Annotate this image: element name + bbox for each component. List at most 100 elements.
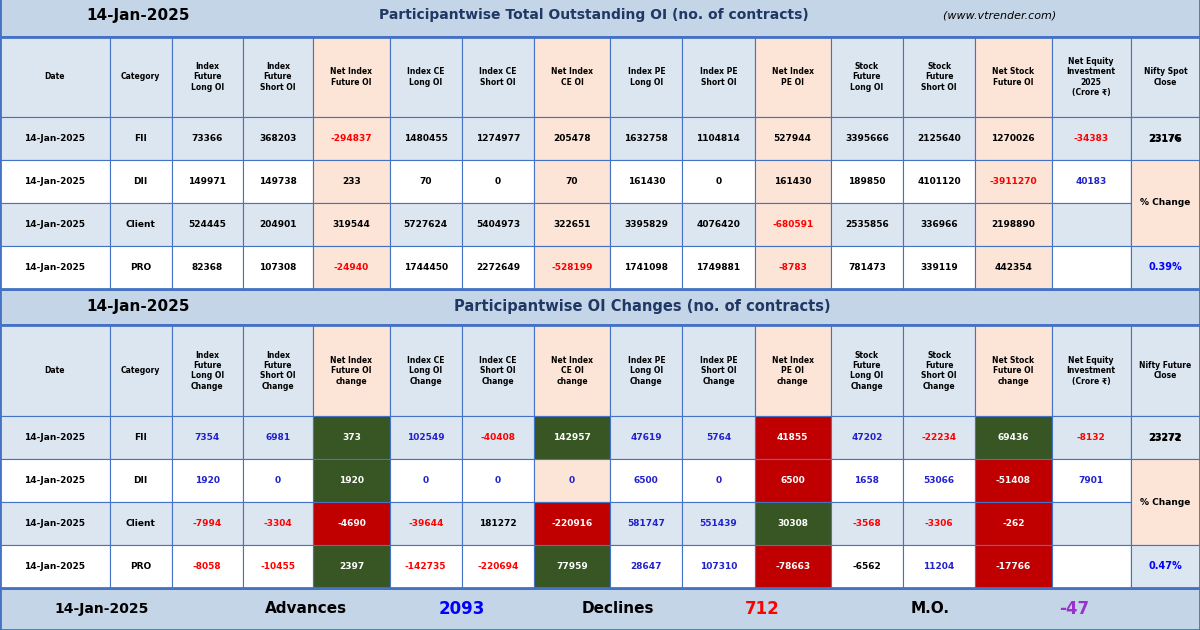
Text: 3395666: 3395666 bbox=[845, 134, 889, 143]
Text: Index PE
Short OI
Change: Index PE Short OI Change bbox=[700, 356, 737, 386]
Bar bbox=[0, 246, 109, 289]
Bar bbox=[0, 325, 109, 416]
Text: Index PE
Long OI
Change: Index PE Long OI Change bbox=[628, 356, 665, 386]
Text: -34383: -34383 bbox=[1074, 134, 1109, 143]
Bar bbox=[462, 160, 534, 203]
Text: 527944: 527944 bbox=[774, 134, 811, 143]
Text: % Change: % Change bbox=[1140, 198, 1190, 207]
Bar bbox=[242, 117, 313, 160]
Text: Index CE
Long OI: Index CE Long OI bbox=[407, 67, 444, 86]
Bar bbox=[1051, 502, 1130, 545]
Text: Index PE
Long OI: Index PE Long OI bbox=[628, 67, 665, 86]
Bar bbox=[755, 459, 830, 502]
Bar bbox=[172, 545, 242, 588]
Bar bbox=[390, 160, 462, 203]
Bar bbox=[904, 502, 976, 545]
Bar bbox=[976, 416, 1051, 459]
Text: -142735: -142735 bbox=[404, 562, 446, 571]
Text: -51408: -51408 bbox=[996, 476, 1031, 485]
Text: 581747: 581747 bbox=[628, 519, 665, 528]
Bar bbox=[534, 545, 611, 588]
Text: 6500: 6500 bbox=[634, 476, 659, 485]
Bar bbox=[755, 246, 830, 289]
Bar bbox=[830, 545, 904, 588]
Bar bbox=[0, 325, 1200, 588]
Text: 14-Jan-2025: 14-Jan-2025 bbox=[24, 177, 85, 186]
Bar bbox=[830, 37, 904, 117]
Text: Category: Category bbox=[121, 366, 161, 375]
Bar bbox=[683, 502, 755, 545]
Text: Advances: Advances bbox=[265, 602, 347, 616]
Text: 336966: 336966 bbox=[920, 220, 958, 229]
Bar bbox=[0, 588, 1200, 630]
Bar bbox=[1130, 160, 1200, 246]
Text: -3911270: -3911270 bbox=[990, 177, 1037, 186]
Bar bbox=[1130, 246, 1200, 289]
Text: 0: 0 bbox=[494, 177, 500, 186]
Text: 233: 233 bbox=[342, 177, 361, 186]
Bar bbox=[683, 459, 755, 502]
Bar bbox=[462, 203, 534, 246]
Text: 2093: 2093 bbox=[439, 600, 485, 618]
Text: -78663: -78663 bbox=[775, 562, 810, 571]
Text: 70: 70 bbox=[566, 177, 578, 186]
Text: Stock
Future
Short OI: Stock Future Short OI bbox=[922, 62, 956, 92]
Bar bbox=[313, 117, 390, 160]
Text: 2198890: 2198890 bbox=[991, 220, 1036, 229]
Bar bbox=[390, 246, 462, 289]
Bar bbox=[683, 246, 755, 289]
Bar bbox=[904, 117, 976, 160]
Bar bbox=[534, 160, 611, 203]
Text: Participantwise OI Changes (no. of contracts): Participantwise OI Changes (no. of contr… bbox=[454, 299, 830, 314]
Bar bbox=[1051, 203, 1130, 246]
Bar bbox=[313, 37, 390, 117]
Bar bbox=[0, 37, 1200, 289]
Bar bbox=[313, 246, 390, 289]
Bar bbox=[390, 545, 462, 588]
Bar bbox=[976, 502, 1051, 545]
Bar bbox=[313, 325, 390, 416]
Text: 14-Jan-2025: 14-Jan-2025 bbox=[86, 8, 190, 23]
Bar bbox=[242, 502, 313, 545]
Bar bbox=[611, 117, 683, 160]
Bar bbox=[1130, 545, 1200, 588]
Bar bbox=[1130, 545, 1200, 588]
Text: 319544: 319544 bbox=[332, 220, 371, 229]
Text: -8058: -8058 bbox=[193, 562, 222, 571]
Bar bbox=[109, 325, 172, 416]
Text: 0: 0 bbox=[569, 476, 575, 485]
Text: 1920: 1920 bbox=[338, 476, 364, 485]
Text: 4076420: 4076420 bbox=[696, 220, 740, 229]
Bar bbox=[109, 160, 172, 203]
Text: Net Equity
Investment
(Crore ₹): Net Equity Investment (Crore ₹) bbox=[1067, 356, 1116, 386]
Bar bbox=[0, 203, 109, 246]
Bar bbox=[390, 37, 462, 117]
Bar bbox=[976, 117, 1051, 160]
Text: 14-Jan-2025: 14-Jan-2025 bbox=[24, 562, 85, 571]
Bar bbox=[313, 203, 390, 246]
Bar bbox=[904, 325, 976, 416]
Text: Index
Future
Long OI: Index Future Long OI bbox=[191, 62, 224, 92]
Bar bbox=[904, 416, 976, 459]
Text: 6500: 6500 bbox=[780, 476, 805, 485]
Bar bbox=[1051, 545, 1130, 588]
Text: 5764: 5764 bbox=[706, 433, 731, 442]
Text: DII: DII bbox=[133, 476, 148, 485]
Bar bbox=[242, 416, 313, 459]
Bar bbox=[683, 160, 755, 203]
Text: (www.vtrender.com): (www.vtrender.com) bbox=[936, 11, 1056, 20]
Bar bbox=[1130, 416, 1200, 459]
Bar bbox=[172, 325, 242, 416]
Text: -220694: -220694 bbox=[478, 562, 518, 571]
Bar bbox=[534, 459, 611, 502]
Text: Participantwise Total Outstanding OI (no. of contracts): Participantwise Total Outstanding OI (no… bbox=[379, 8, 809, 23]
Text: -10455: -10455 bbox=[260, 562, 295, 571]
Text: 0.47%: 0.47% bbox=[1148, 561, 1182, 571]
Bar bbox=[390, 502, 462, 545]
Bar bbox=[242, 459, 313, 502]
Bar bbox=[0, 117, 109, 160]
Text: Net Stock
Future OI
change: Net Stock Future OI change bbox=[992, 356, 1034, 386]
Bar bbox=[0, 502, 109, 545]
Text: 7354: 7354 bbox=[194, 433, 220, 442]
Text: Net Stock
Future OI: Net Stock Future OI bbox=[992, 67, 1034, 86]
